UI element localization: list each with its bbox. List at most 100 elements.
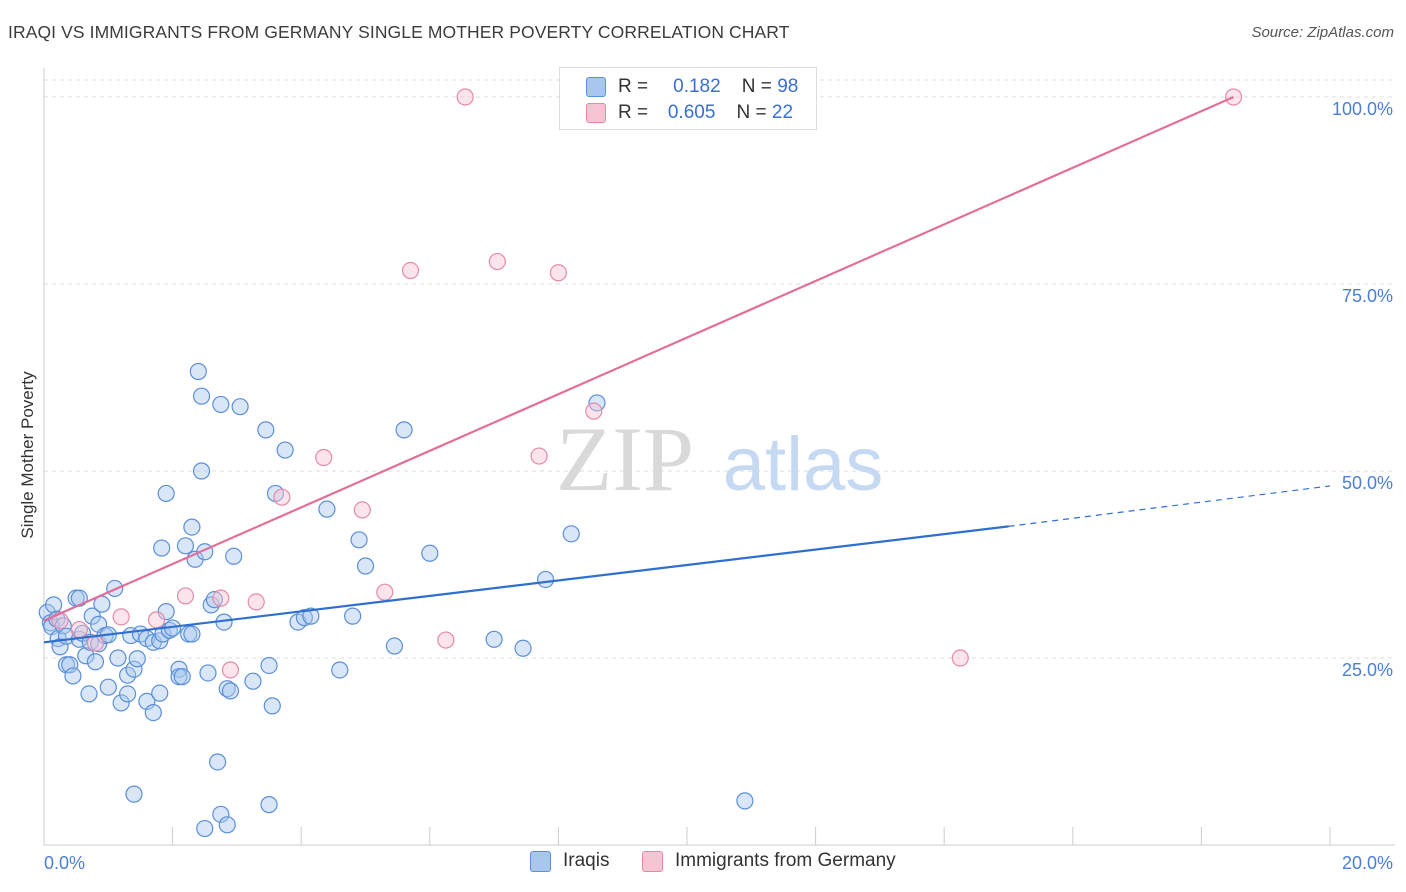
blue-data-point [221, 682, 240, 700]
pink-data-point [951, 649, 969, 667]
blue-data-point [61, 656, 79, 674]
source-label: Source: ZipAtlas.com [1251, 24, 1394, 41]
blue-data-point [385, 637, 404, 655]
blue-data-point [350, 531, 368, 549]
blue-data-point [209, 753, 227, 771]
pink-data-point [221, 661, 240, 679]
pink-data-point [273, 488, 291, 506]
blue-data-point [260, 656, 278, 675]
pink-data-point [247, 593, 265, 611]
y-tick-label: 50.0% [1342, 473, 1393, 493]
blue-data-point [80, 685, 98, 703]
legend-r-value: 0.605 [667, 102, 716, 123]
pink-data-point [549, 264, 568, 282]
blue-data-point [514, 639, 532, 657]
pink-data-point [437, 631, 455, 649]
blue-data-point [144, 704, 162, 722]
pink-data-point [315, 448, 333, 467]
blue-data-point [212, 395, 230, 414]
blue-data-point [276, 441, 294, 459]
blue-data-point [331, 661, 349, 679]
legend-n-label: N = [736, 102, 767, 123]
blue-data-point [231, 398, 249, 416]
blue-data-point [189, 362, 207, 381]
blue-data-point [192, 462, 211, 480]
blue-data-point [218, 816, 236, 834]
pink-data-point [147, 611, 166, 629]
legend-n-label: N = [741, 76, 772, 97]
pink-data-point [530, 447, 548, 465]
bottom-legend-label: Iraqis [563, 850, 610, 871]
blue-data-point [302, 607, 320, 625]
pink-data-point [212, 589, 230, 607]
legend-row-iraqis: R = 0.182 N = 98 [586, 74, 798, 100]
blue-data-point [421, 544, 439, 562]
blue-data-point [212, 805, 230, 823]
blue-data-point [263, 697, 281, 715]
blue-data-point [64, 667, 82, 685]
pink-trend-line [43, 95, 1234, 622]
blue-data-point [99, 678, 117, 696]
x-tick-label: 20.0% [1342, 853, 1393, 873]
blue-data-point [125, 660, 143, 678]
legend-r-label: R = [618, 76, 649, 97]
x-tick-label: 0.0% [44, 853, 85, 873]
watermark: ZIP atlas [556, 408, 883, 510]
legend-swatch-pink [586, 103, 606, 123]
blue-data-point [257, 421, 275, 439]
chart-title: IRAQI VS IMMIGRANTS FROM GERMANY SINGLE … [8, 22, 790, 42]
blue-data-point [485, 630, 503, 648]
legend-r-label: R = [618, 102, 649, 123]
y-tick-label: 25.0% [1342, 660, 1393, 680]
blue-data-point [183, 625, 201, 643]
pink-data-point [456, 88, 474, 106]
blue-data-point [736, 792, 754, 810]
blue-data-point [260, 796, 278, 814]
blue-data-point [118, 685, 137, 703]
pink-data-point [488, 252, 506, 271]
y-tick-label: 100.0% [1332, 99, 1393, 119]
blue-data-point [112, 694, 130, 712]
blue-data-point [157, 484, 175, 503]
blue-data-point [109, 649, 127, 667]
blue-data-point [536, 570, 555, 589]
pink-data-point [70, 620, 88, 639]
blue-trend-line [43, 525, 1009, 644]
blue-data-point [176, 537, 195, 555]
pink-data-point [376, 583, 394, 601]
blue-data-point [205, 591, 223, 609]
blue-data-point [125, 785, 143, 803]
blue-data-point [118, 666, 137, 684]
pink-data-point [585, 402, 603, 420]
blue-data-point [51, 638, 69, 656]
bottom-legend-label: Immigrants from Germany [675, 850, 896, 871]
bottom-legend-iraqis: Iraqis [530, 850, 609, 872]
blue-data-point [128, 650, 146, 668]
blue-data-point [192, 387, 211, 405]
watermark-zip: ZIP [556, 408, 694, 510]
blue-data-point [295, 609, 314, 627]
legend-r-value: 0.182 [673, 76, 721, 97]
blue-data-point [173, 668, 191, 686]
blue-data-point [562, 525, 580, 543]
bottom-legend-germany: Immigrants from Germany [642, 850, 896, 872]
blue-data-point [45, 596, 63, 614]
blue-data-point [344, 607, 362, 625]
blue-trend-extension [1008, 485, 1331, 527]
blue-data-point [153, 539, 171, 557]
axes [43, 68, 1395, 846]
blue-data-point [86, 653, 105, 671]
pink-data-point [401, 261, 420, 280]
pink-data-point [353, 501, 371, 519]
trend-lines [43, 95, 1331, 644]
blue-data-point [318, 500, 336, 518]
blue-data-point [54, 617, 72, 635]
bottom-legend-swatch-blue [530, 850, 551, 872]
blue-data-point [196, 819, 214, 838]
watermark-atlas: atlas [723, 422, 884, 507]
blue-data-point [395, 421, 413, 439]
gridlines [44, 79, 1395, 659]
blue-data-point [202, 596, 220, 614]
bottom-legend-swatch-pink [642, 850, 663, 872]
